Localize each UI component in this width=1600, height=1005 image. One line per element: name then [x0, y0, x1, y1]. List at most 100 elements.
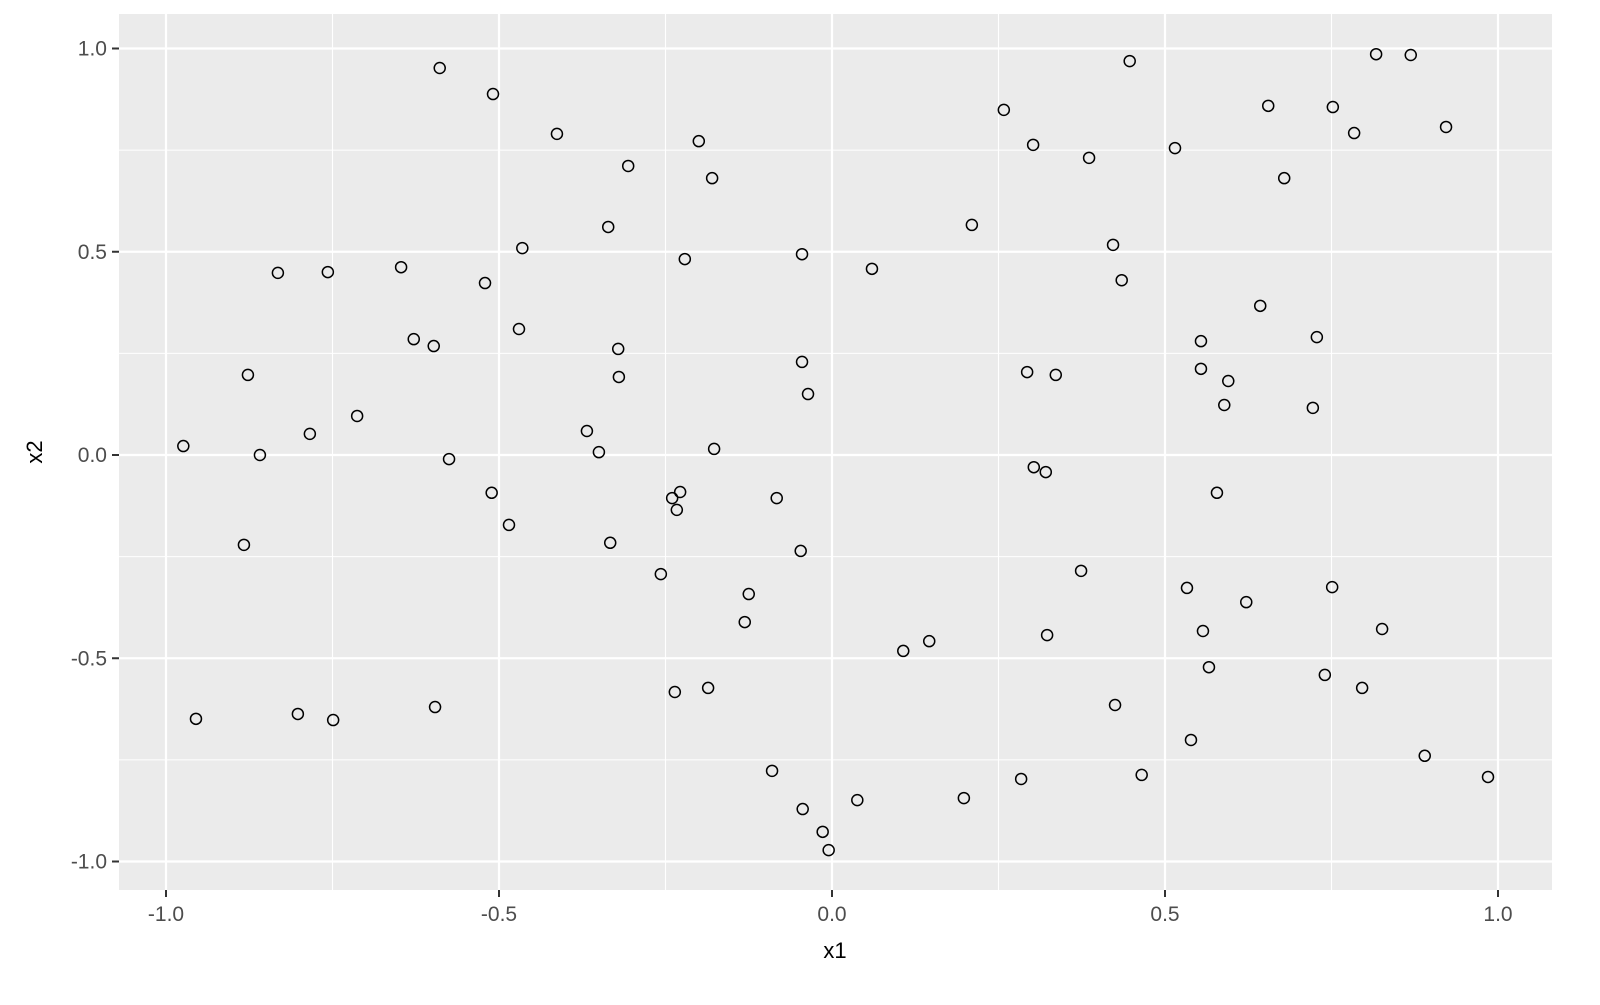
data-point [1135, 768, 1148, 782]
data-point [796, 802, 809, 816]
data-point [1325, 580, 1339, 594]
data-point [1318, 668, 1332, 682]
data-point [241, 368, 255, 382]
data-point [433, 61, 446, 75]
x-tick-label: -0.5 [481, 903, 517, 926]
data-point [1277, 171, 1291, 185]
data-point [502, 518, 516, 532]
data-point [1306, 401, 1320, 415]
data-point [1253, 299, 1267, 313]
data-point [1261, 99, 1275, 113]
data-point [1074, 564, 1088, 578]
data-point [612, 370, 626, 384]
data-point [1194, 334, 1208, 348]
data-point [1326, 100, 1340, 114]
data-point [851, 793, 864, 807]
data-point [478, 276, 492, 290]
data-point [427, 339, 440, 353]
data-point [1196, 624, 1210, 638]
data-point [237, 538, 251, 552]
data-point [485, 486, 498, 500]
data-point [1222, 374, 1235, 388]
data-point [670, 503, 684, 517]
data-point [603, 536, 617, 550]
data-point [1347, 126, 1361, 140]
data-point [303, 427, 317, 441]
data-point [822, 843, 835, 857]
data-point [1375, 622, 1389, 636]
data-point [550, 127, 564, 141]
data-point [350, 409, 364, 423]
data-point [997, 103, 1011, 117]
data-point [665, 491, 679, 505]
data-point [701, 681, 715, 695]
data-point [1014, 772, 1028, 786]
y-tick-label: -0.5 [71, 647, 107, 670]
data-point [801, 387, 815, 401]
data-point [512, 322, 526, 336]
data-point [707, 442, 721, 456]
data-point [1180, 581, 1194, 595]
data-point [621, 159, 635, 173]
data-point [770, 491, 783, 505]
data-point [1418, 749, 1431, 763]
x-axis-label: x1 [823, 938, 846, 963]
data-point [1123, 54, 1136, 68]
x-tick-label: 1.0 [1483, 903, 1512, 926]
data-point [897, 644, 910, 658]
data-point [678, 252, 692, 266]
data-point [271, 266, 285, 280]
data-point [1040, 628, 1054, 642]
data-point [705, 171, 719, 185]
data-point [177, 439, 190, 453]
data-point [742, 587, 755, 601]
data-point [1310, 330, 1324, 344]
data-point [601, 220, 615, 234]
data-point [592, 445, 606, 459]
data-point [428, 700, 442, 714]
data-point [965, 218, 979, 232]
data-point [1106, 238, 1120, 252]
data-point [1026, 138, 1040, 152]
data-point [486, 87, 500, 101]
data-point [580, 424, 594, 438]
data-point [692, 134, 706, 148]
x-tick-label: -1.0 [148, 903, 184, 926]
x-tick-label: 0.0 [817, 903, 846, 926]
data-point [794, 544, 807, 558]
data-point [673, 485, 687, 499]
data-point [1240, 595, 1253, 609]
data-point [1194, 362, 1208, 376]
data-points [177, 47, 1495, 857]
data-point [1369, 47, 1383, 61]
data-point [407, 332, 421, 346]
data-point [765, 764, 779, 778]
data-point [321, 265, 335, 279]
data-point [1439, 120, 1453, 134]
data-point [1355, 681, 1369, 695]
data-point [253, 448, 267, 462]
plot-panel [119, 14, 1552, 890]
data-point [1049, 368, 1063, 382]
data-point [442, 452, 456, 466]
data-point [1027, 460, 1041, 474]
data-point [1210, 486, 1224, 500]
y-tick-label: 0.5 [78, 241, 107, 264]
y-tick-label: -1.0 [71, 851, 107, 874]
x-tick-label: 0.5 [1150, 903, 1179, 926]
data-point [1082, 151, 1096, 165]
y-axis-label: x2 [22, 440, 47, 463]
data-point [957, 791, 971, 805]
data-point [516, 241, 529, 255]
data-point [795, 355, 809, 369]
data-point [1404, 48, 1418, 62]
data-point [795, 247, 809, 261]
data-point [816, 825, 829, 839]
data-point [654, 567, 668, 581]
data-point [189, 712, 203, 726]
data-point [326, 713, 340, 727]
data-point [1168, 141, 1182, 155]
data-point [394, 260, 408, 274]
data-point [1218, 398, 1231, 412]
